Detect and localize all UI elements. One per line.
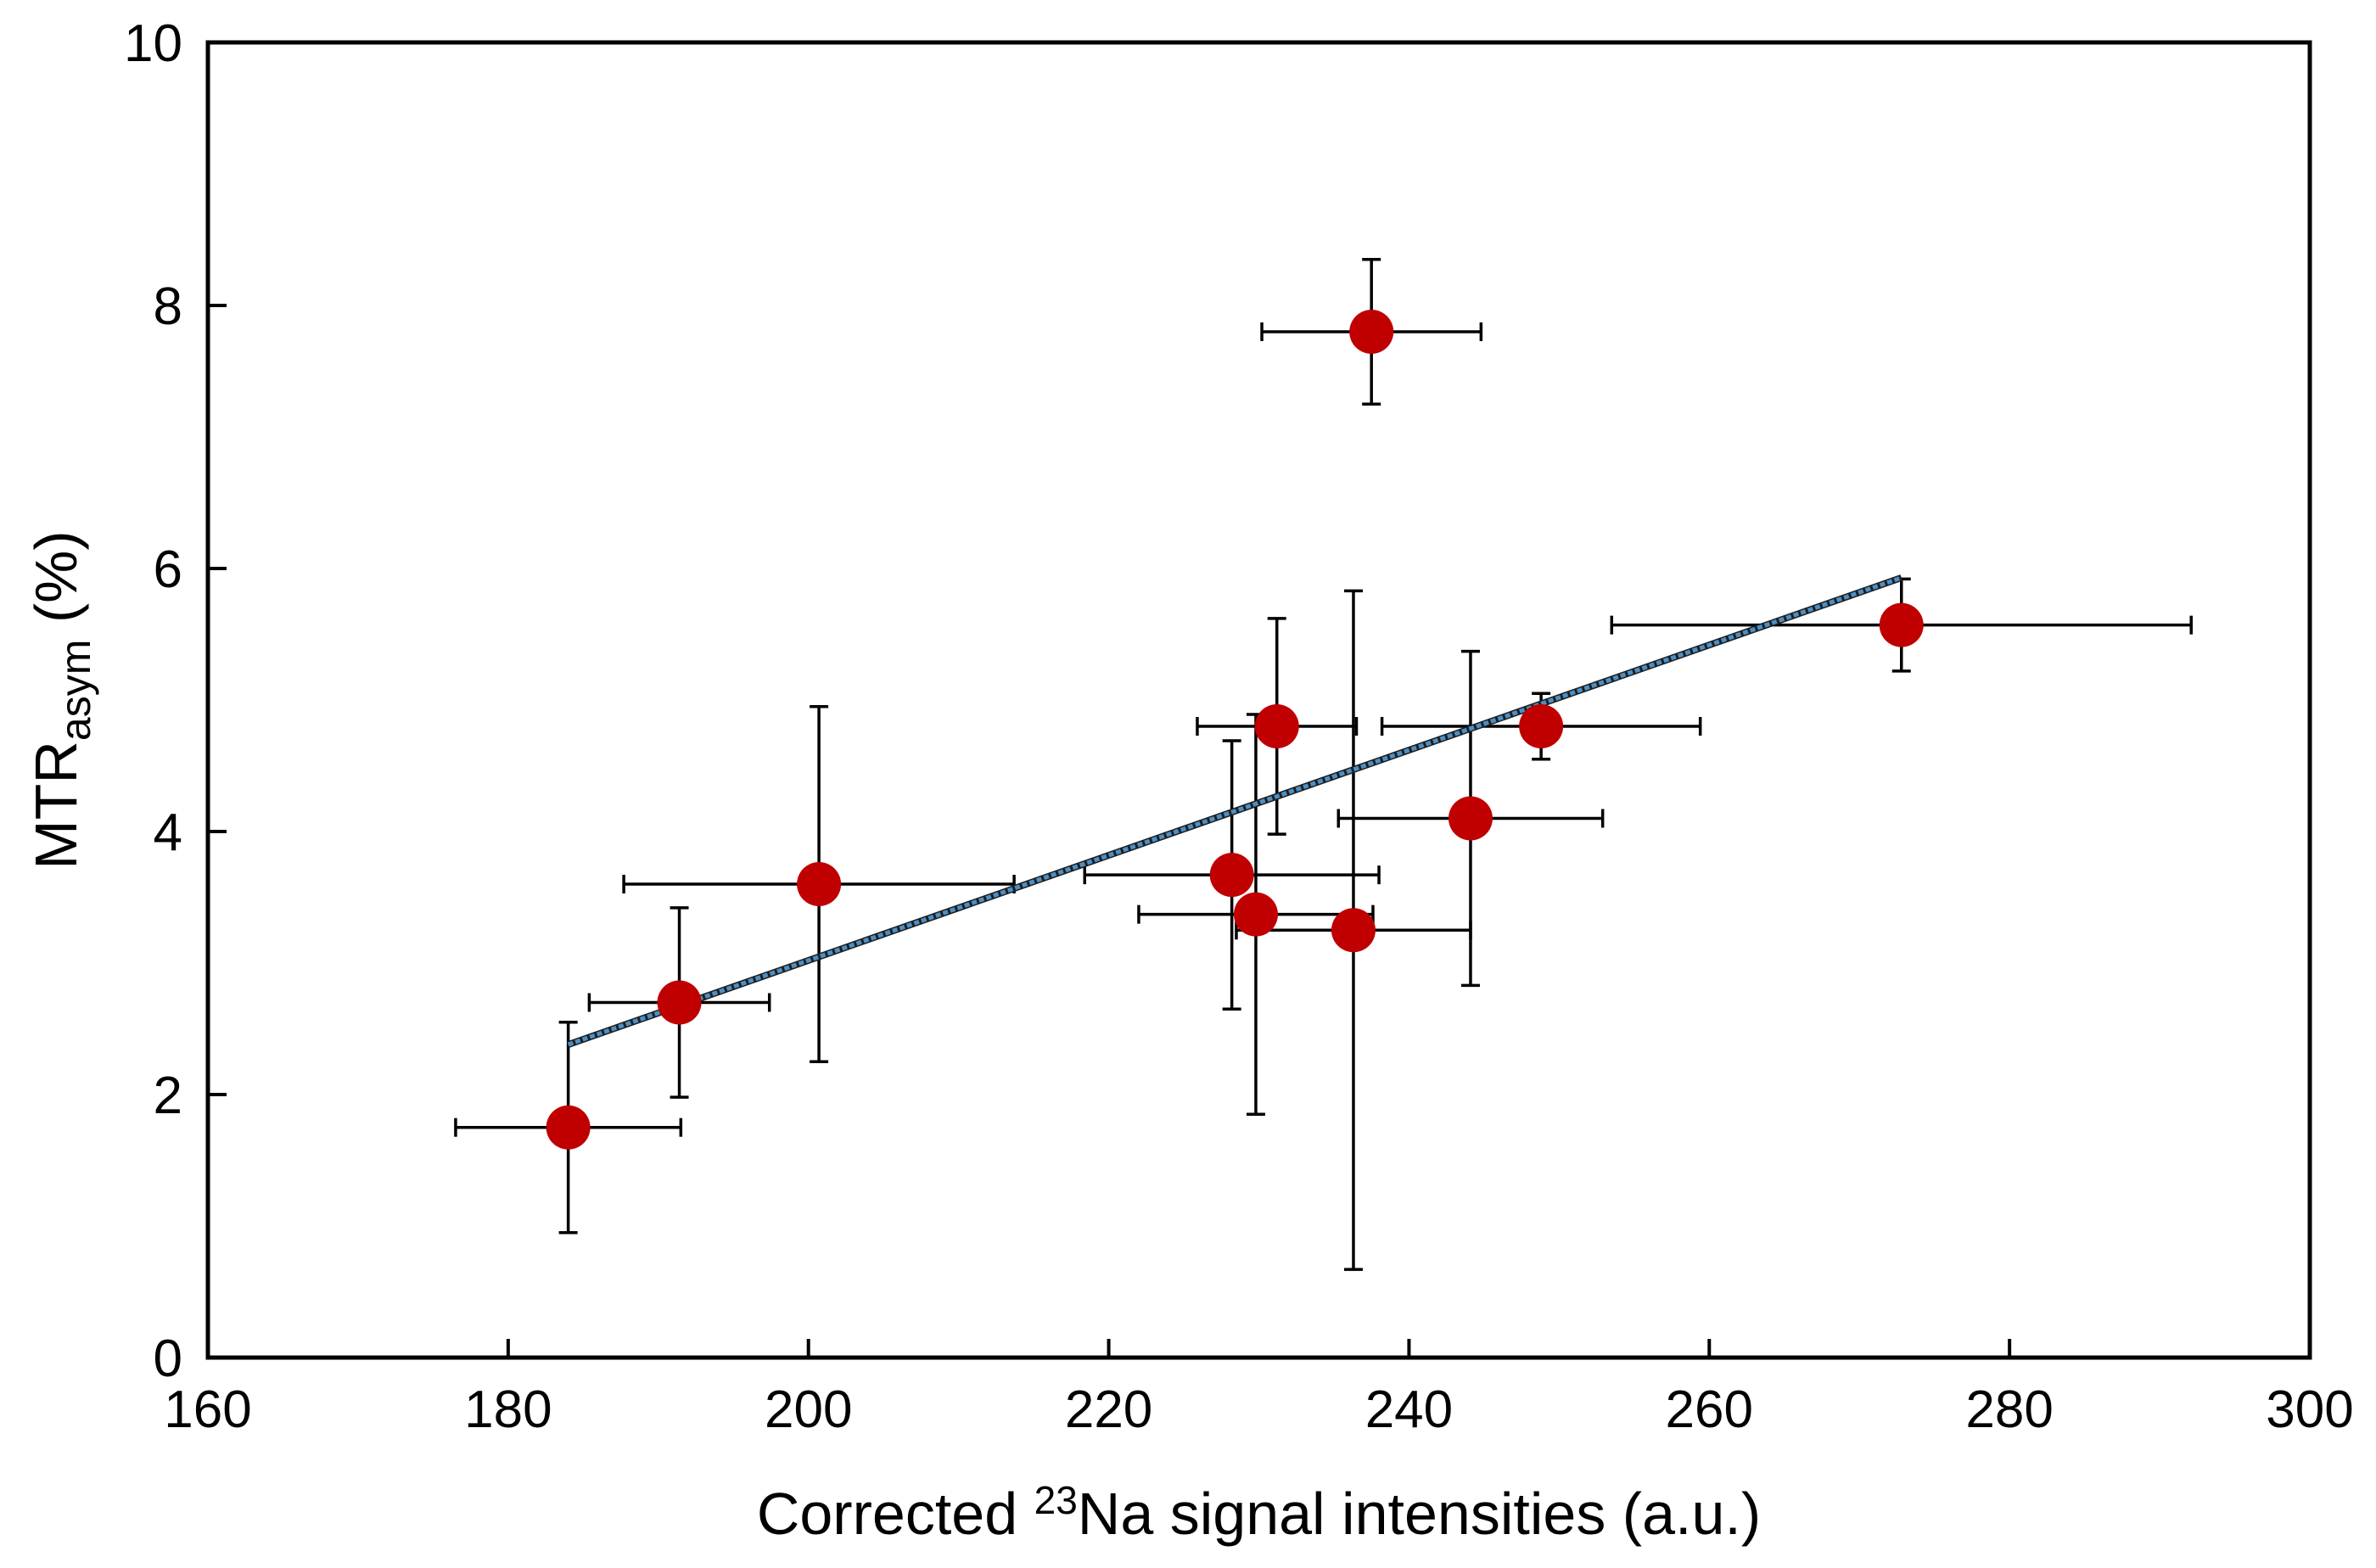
- y-axis-title-suffix: (%): [23, 530, 89, 639]
- x-tick-label: 300: [2266, 1380, 2353, 1439]
- y-tick-label: 6: [154, 540, 182, 599]
- x-tick-label: 280: [1965, 1380, 2053, 1439]
- y-tick-label: 2: [154, 1067, 182, 1125]
- x-axis-title-suffix: Na signal intensities (a.u.): [1078, 1481, 1761, 1547]
- data-point: [1254, 704, 1299, 748]
- axis-ticks: 160 180 200 220 240 260 280 300 0 2 4 6 8 10: [124, 14, 2354, 1439]
- data-point: [1209, 853, 1254, 898]
- data-point: [797, 862, 842, 906]
- y-axis-title-subscript: asym: [52, 640, 99, 741]
- x-axis-title-superscript: 23: [1034, 1478, 1078, 1522]
- x-axis-title: Corrected 23Na signal intensities (a.u.): [757, 1478, 1761, 1547]
- data-point: [1448, 796, 1493, 841]
- y-axis-title-main: MTR: [23, 741, 89, 870]
- x-tick-label: 220: [1065, 1380, 1152, 1439]
- x-tick-label: 180: [464, 1380, 552, 1439]
- chart-marks: [454, 258, 2193, 1271]
- x-tick-label: 160: [164, 1380, 251, 1439]
- x-tick-label: 260: [1666, 1380, 1753, 1439]
- x-axis-title-prefix: Corrected: [757, 1481, 1034, 1547]
- data-point: [657, 980, 702, 1025]
- y-tick-label: 4: [154, 804, 182, 862]
- data-point: [546, 1105, 591, 1150]
- y-tick-label: 10: [124, 14, 182, 73]
- y-axis-title: MTRasym (%): [23, 530, 99, 869]
- data-point: [1349, 310, 1394, 354]
- data-point: [1233, 892, 1278, 937]
- data-point: [1519, 704, 1564, 748]
- trendline: [567, 575, 1902, 1047]
- y-tick-label: 0: [154, 1330, 182, 1388]
- data-point: [1331, 908, 1376, 953]
- x-tick-label: 200: [765, 1380, 852, 1439]
- data-point: [1879, 602, 1924, 647]
- x-tick-label: 240: [1365, 1380, 1453, 1439]
- plot-area-frame: [205, 40, 2312, 1360]
- y-tick-label: 8: [154, 277, 182, 336]
